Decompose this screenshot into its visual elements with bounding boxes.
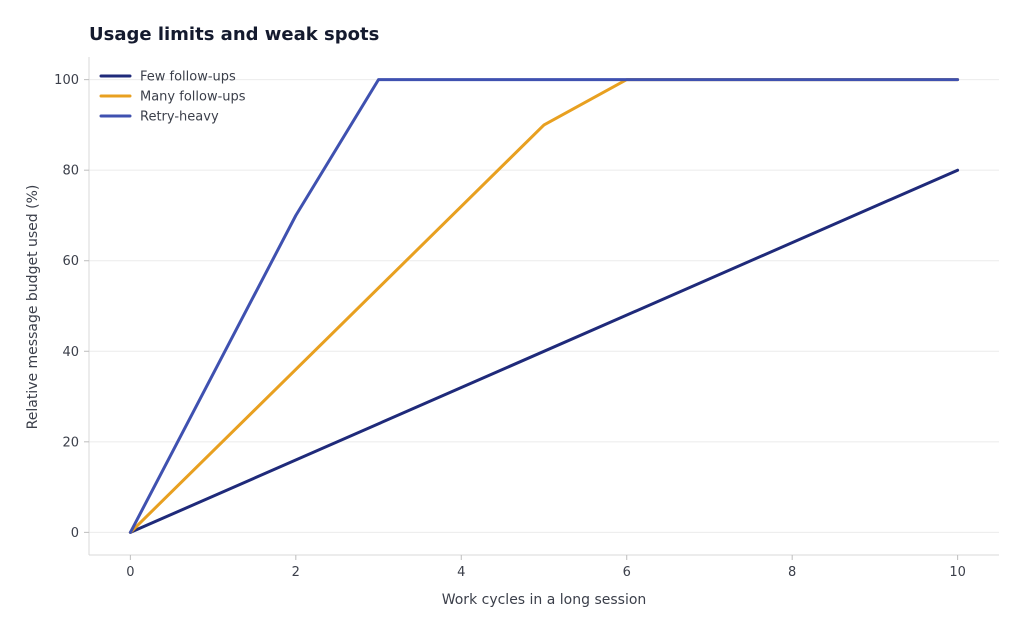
grid — [89, 79, 999, 533]
y-tick-label: 80 — [62, 164, 79, 179]
x-axis-ticks: 0 2 4 6 8 10 — [126, 555, 966, 580]
y-tick-label: 100 — [54, 73, 79, 88]
axes-spines — [88, 57, 999, 556]
x-tick-label: 6 — [623, 565, 631, 580]
legend-label-2: Many follow-ups — [140, 90, 246, 105]
x-axis-label: Work cycles in a long session — [442, 592, 647, 608]
y-tick-label: 0 — [71, 526, 79, 541]
x-tick-label: 0 — [126, 565, 134, 580]
x-tick-label: 8 — [788, 565, 796, 580]
legend-label-3: Retry-heavy — [140, 110, 219, 125]
series-line-3 — [128, 78, 960, 534]
chart-title: Usage limits and weak spots — [89, 24, 379, 45]
y-tick-label: 20 — [62, 435, 79, 450]
y-axis-ticks: 0 20 40 60 80 100 — [54, 73, 89, 541]
x-tick-label: 2 — [292, 565, 300, 580]
series-line-1 — [128, 168, 960, 534]
series-lines — [128, 78, 960, 534]
x-tick-label: 10 — [949, 565, 966, 580]
x-tick-label: 4 — [457, 565, 465, 580]
y-tick-label: 60 — [62, 254, 79, 269]
legend-label-1: Few follow-ups — [140, 70, 236, 85]
y-axis-label: Relative message budget used (%) — [25, 185, 41, 430]
series-line-2 — [128, 78, 960, 534]
y-tick-label: 40 — [62, 345, 79, 360]
legend: Few follow-ups Many follow-ups Retry-heavy — [99, 70, 246, 125]
